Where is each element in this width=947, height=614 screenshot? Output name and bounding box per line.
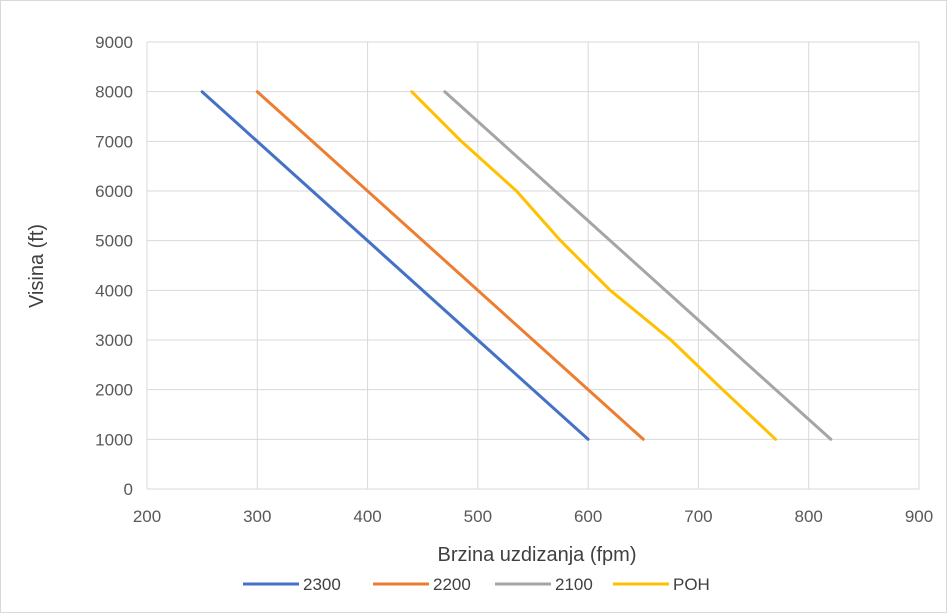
- y-tick-label: 4000: [95, 281, 133, 300]
- x-tick-label: 700: [684, 507, 712, 526]
- x-tick-label: 300: [243, 507, 271, 526]
- x-tick-label: 600: [574, 507, 602, 526]
- series-line-poh: [410, 90, 778, 441]
- y-tick-label: 2000: [95, 381, 133, 400]
- gridlines: [146, 41, 920, 490]
- y-tick-label: 3000: [95, 331, 133, 350]
- y-tick-label: 6000: [95, 182, 133, 201]
- y-tick-label: 5000: [95, 232, 133, 251]
- legend-label-2200: 2200: [433, 575, 471, 594]
- x-tick-label: 900: [905, 507, 933, 526]
- series-lines: [200, 90, 833, 441]
- series-line-2200: [255, 90, 645, 441]
- y-axis-title: Visina (ft): [26, 224, 48, 308]
- y-tick-label: 7000: [95, 132, 133, 151]
- y-tick-label: 9000: [95, 33, 133, 52]
- y-tick-label: 8000: [95, 83, 133, 102]
- series-line-2300: [200, 90, 590, 441]
- x-tick-label: 500: [464, 507, 492, 526]
- legend-label-2100: 2100: [555, 575, 593, 594]
- x-tick-label: 200: [133, 507, 161, 526]
- legend: 2300 2200 2100 POH: [243, 575, 710, 594]
- y-tick-label: 0: [124, 480, 133, 499]
- x-axis-tick-labels: 200 300 400 500 600 700 800 900: [133, 507, 933, 526]
- x-axis-title: Brzina uzdizanja (fpm): [438, 544, 637, 566]
- y-axis-tick-labels: 0 1000 2000 3000 4000 5000 6000 7000 8000 9000: [95, 33, 133, 499]
- legend-label-2300: 2300: [303, 575, 341, 594]
- x-tick-label: 800: [795, 507, 823, 526]
- series-line-2100: [443, 90, 833, 441]
- x-tick-label: 400: [353, 507, 381, 526]
- y-tick-label: 1000: [95, 430, 133, 449]
- legend-label-poh: POH: [673, 575, 710, 594]
